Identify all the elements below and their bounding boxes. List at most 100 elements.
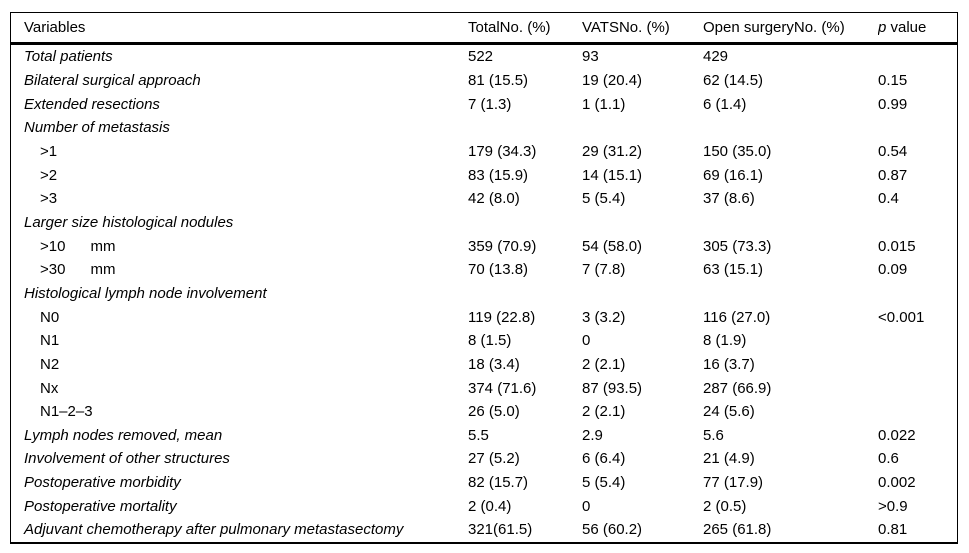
variable-cell: Larger size histological nodules [24,213,234,231]
vats-cell: 54 (58.0) [582,237,643,255]
table-row: Number of metastasis [11,116,957,140]
table-row: Larger size histological nodules [11,211,957,235]
open-surgery-cell: 6 (1.4) [703,95,747,113]
table-row: Postoperative mortality 2 (0.4) 0 2 (0.5… [11,494,957,518]
p-value-cell: 0.81 [878,521,908,539]
vats-cell: 3 (3.2) [582,308,626,326]
p-value-cell: >0.9 [878,497,908,515]
open-surgery-cell: 62 (14.5) [703,71,764,89]
variable-cell: N1 [40,332,60,350]
p-value-cell: <0.001 [878,308,925,326]
total-cell: 2 (0.4) [468,497,512,515]
table-row: Adjuvant chemotherapy after pulmonary me… [11,518,957,542]
variable-cell: Postoperative mortality [24,497,177,515]
vats-cell: 6 (6.4) [582,450,626,468]
total-cell: 8 (1.5) [468,332,512,350]
open-surgery-cell: 24 (5.6) [703,403,755,421]
open-surgery-cell: 37 (8.6) [703,190,755,208]
vats-cell: 56 (60.2) [582,521,643,539]
table-header-row: Variables TotalNo. (%) VATSNo. (%) Open … [11,13,957,45]
column-header-p-value: p value [878,19,957,36]
table-row: Histological lymph node involvement [11,282,957,306]
open-surgery-cell: 16 (3.7) [703,355,755,373]
open-surgery-cell: 2 (0.5) [703,497,747,515]
total-cell: 359 (70.9) [468,237,537,255]
vats-cell: 5 (5.4) [582,474,626,492]
vats-cell: 2.9 [582,426,603,444]
total-cell: 26 (5.0) [468,403,520,421]
table-row: Bilateral surgical approach 81 (15.5) 19… [11,69,957,93]
variable-cell: >1 [40,142,58,160]
variable-cell: >10 mm [40,237,116,255]
open-surgery-cell: 150 (35.0) [703,142,772,160]
open-surgery-cell: 8 (1.9) [703,332,747,350]
table-row: N1 8 (1.5) 0 8 (1.9) [11,329,957,353]
table-body: Total patients 522 93 429 Bilateral surg… [11,45,957,542]
variable-cell: Number of metastasis [24,119,170,137]
column-header-vats: VATSNo. (%) [582,19,670,36]
table-row: Total patients 522 93 429 [11,45,957,69]
variable-cell: Extended resections [24,95,160,113]
total-cell: 321(61.5) [468,521,533,539]
open-surgery-cell: 287 (66.9) [703,379,772,397]
variable-cell: N1–2–3 [40,403,93,421]
table-row: N2 18 (3.4) 2 (2.1) 16 (3.7) [11,353,957,377]
total-cell: 5.5 [468,426,489,444]
total-cell: 42 (8.0) [468,190,520,208]
table-row: Nx 374 (71.6) 87 (93.5) 287 (66.9) [11,376,957,400]
open-surgery-cell: 77 (17.9) [703,474,764,492]
vats-cell: 1 (1.1) [582,95,626,113]
total-cell: 7 (1.3) [468,95,512,113]
total-cell: 70 (13.8) [468,261,529,279]
variable-cell: Nx [40,379,59,397]
p-value-cell: 0.99 [878,95,908,113]
p-value-cell: 0.022 [878,426,916,444]
open-surgery-cell: 116 (27.0) [703,308,771,326]
open-surgery-cell: 63 (15.1) [703,261,764,279]
vats-cell: 0 [582,497,591,515]
p-value-cell: 0.002 [878,474,916,492]
p-value-cell: 0.6 [878,450,899,468]
total-cell: 374 (71.6) [468,379,537,397]
patients-characteristics-table: Variables TotalNo. (%) VATSNo. (%) Open … [10,12,958,544]
p-value-cell: 0.87 [878,166,908,184]
total-cell: 82 (15.7) [468,474,529,492]
vats-cell: 87 (93.5) [582,379,643,397]
open-surgery-cell: 5.6 [703,426,724,444]
variable-cell: Adjuvant chemotherapy after pulmonary me… [24,521,404,539]
table-row: >30 mm 70 (13.8) 7 (7.8) 63 (15.1) 0.09 [11,258,957,282]
table-row: N0 119 (22.8) 3 (3.2) 116 (27.0) <0.001 [11,305,957,329]
table-row: Postoperative morbidity 82 (15.7) 5 (5.4… [11,471,957,495]
table-row: Extended resections 7 (1.3) 1 (1.1) 6 (1… [11,92,957,116]
column-header-variables: Variables [24,19,86,36]
p-value-cell: 0.54 [878,142,908,160]
total-cell: 83 (15.9) [468,166,529,184]
open-surgery-cell: 69 (16.1) [703,166,764,184]
open-surgery-cell: 21 (4.9) [703,450,755,468]
table-row: >10 mm 359 (70.9) 54 (58.0) 305 (73.3) 0… [11,234,957,258]
total-cell: 179 (34.3) [468,142,537,160]
vats-cell: 19 (20.4) [582,71,643,89]
total-cell: 81 (15.5) [468,71,529,89]
vats-cell: 2 (2.1) [582,403,626,421]
vats-cell: 5 (5.4) [582,190,626,208]
table-row: >1 179 (34.3) 29 (31.2) 150 (35.0) 0.54 [11,140,957,164]
total-cell: 18 (3.4) [468,355,520,373]
variable-cell: N2 [40,355,60,373]
p-value-cell: 0.15 [878,71,908,89]
variable-cell: N0 [40,308,60,326]
p-value-rest: value [886,19,927,36]
vats-cell: 14 (15.1) [582,166,643,184]
vats-cell: 2 (2.1) [582,355,626,373]
total-cell: 27 (5.2) [468,450,520,468]
variable-cell: >30 mm [40,261,116,279]
variable-cell: Involvement of other structures [24,450,230,468]
variable-cell: >3 [40,190,58,208]
p-value-cell: 0.09 [878,261,908,279]
table-row: Lymph nodes removed, mean 5.5 2.9 5.6 0.… [11,424,957,448]
variable-cell: >2 [40,166,58,184]
variable-cell: Histological lymph node involvement [24,284,267,302]
total-cell: 522 [468,48,494,66]
p-value-cell: 0.015 [878,237,916,255]
vats-cell: 93 [582,48,599,66]
